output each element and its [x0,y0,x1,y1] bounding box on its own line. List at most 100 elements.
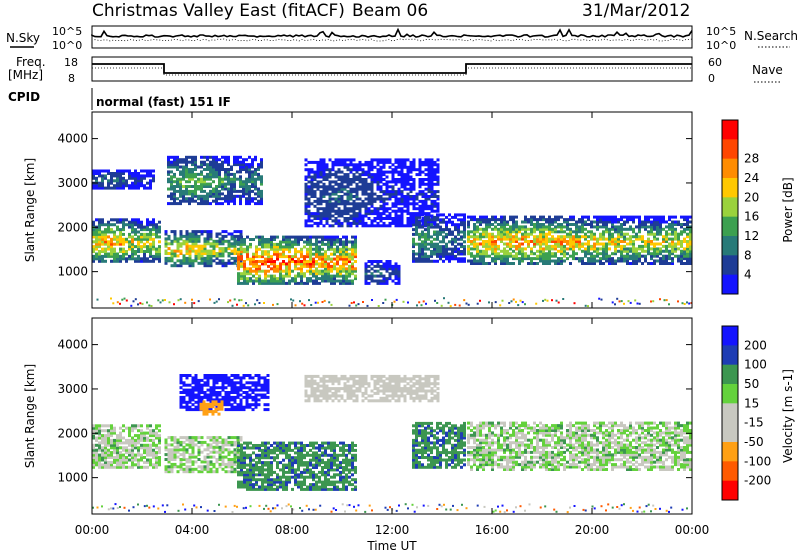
data-cell [683,249,686,253]
data-cell [330,238,333,241]
data-cell [599,220,602,224]
data-cell [322,212,326,216]
data-cell [134,232,137,236]
data-cell [370,212,374,216]
data-cell [167,234,171,238]
data-cell [515,235,518,239]
data-cell [230,185,233,188]
data-cell [218,163,221,167]
data-cell [388,262,392,266]
data-cell [243,470,246,474]
data-cell [98,184,101,188]
data-cell [596,223,599,226]
data-cell [324,269,327,273]
data-cell [312,235,315,239]
data-cell [221,450,225,454]
data-cell [248,197,251,201]
data-cell [164,440,168,444]
data-cell [521,227,524,231]
data-cell [330,303,333,306]
data-cell [671,227,674,231]
data-cell [194,252,198,255]
data-cell [254,192,257,196]
data-cell [689,259,692,263]
data-cell [312,252,315,256]
data-cell [98,448,101,452]
data-cell [364,185,368,189]
data-cell [557,237,560,241]
data-cell [587,218,590,222]
data-cell [304,212,308,216]
data-cell [194,242,198,246]
data-cell [488,220,491,224]
data-cell [608,259,611,263]
data-cell [197,436,201,440]
data-cell [650,223,653,226]
data-cell [240,444,243,447]
data-cell [179,443,183,447]
data-cell [602,235,605,239]
data-cell [251,199,254,203]
data-cell [686,252,689,256]
data-cell [358,221,362,225]
data-cell [107,223,110,227]
data-cell [367,175,371,179]
data-cell [551,254,554,258]
data-cell [221,230,225,234]
data-cell [240,272,243,276]
data-cell [327,240,330,244]
data-cell [388,180,392,184]
data-cell [491,249,494,253]
data-cell [563,225,566,229]
data-cell [321,238,324,241]
data-cell [623,240,626,243]
data-cell [674,235,677,239]
data-cell [221,467,225,471]
data-cell [110,451,113,455]
data-cell [197,172,200,176]
data-cell [373,264,377,268]
data-cell [215,199,218,203]
data-cell [638,302,641,305]
data-cell [418,182,422,186]
data-cell [686,301,688,304]
data-cell [221,254,225,258]
data-cell [358,187,362,191]
data-cell [267,250,270,254]
data-cell [415,195,419,198]
data-cell [632,227,635,231]
data-cell [331,187,335,191]
data-cell [188,455,192,459]
data-cell [261,255,264,259]
data-cell [659,298,661,301]
data-cell [485,232,488,236]
data-cell [312,262,315,266]
data-cell [647,220,650,224]
data-cell [430,240,433,244]
data-cell [167,237,171,241]
data-cell [548,252,551,256]
data-cell [194,467,198,471]
data-cell [206,460,210,464]
data-cell [137,245,140,249]
data-cell [221,259,225,263]
data-cell [224,158,227,162]
data-cell [303,274,306,278]
data-cell [116,220,119,224]
data-cell [188,175,191,179]
data-cell [246,453,249,457]
data-cell [674,237,677,241]
data-cell [382,199,386,203]
data-cell [170,180,173,184]
data-cell [152,176,155,180]
data-cell [325,185,329,189]
data-cell [304,221,308,225]
data-cell [448,232,451,236]
data-cell [194,234,198,238]
data-cell [252,487,255,491]
data-cell [319,160,323,164]
data-cell [442,213,445,217]
data-cell [224,182,227,186]
data-cell [245,177,248,181]
